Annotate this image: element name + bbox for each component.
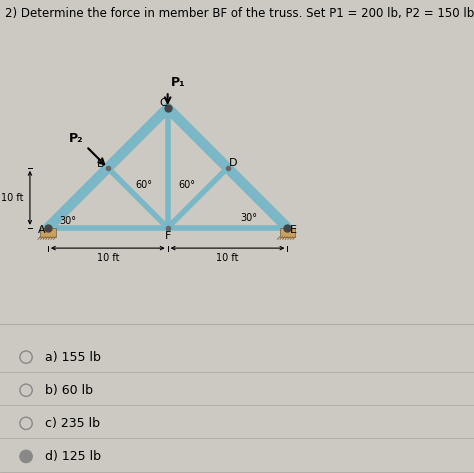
Text: A: A	[38, 225, 46, 235]
Bar	[280, 228, 295, 237]
Text: 30°: 30°	[60, 216, 77, 226]
Text: 60°: 60°	[135, 180, 152, 190]
Text: D: D	[229, 158, 238, 168]
Text: B: B	[97, 159, 104, 169]
Text: P₂: P₂	[69, 132, 84, 145]
Text: c) 235 lb: c) 235 lb	[45, 417, 100, 430]
Text: C: C	[159, 98, 167, 108]
Text: P₁: P₁	[171, 76, 186, 89]
Text: 60°: 60°	[178, 180, 195, 190]
Text: 10 ft: 10 ft	[1, 193, 24, 203]
Bar	[40, 228, 55, 237]
Text: E: E	[290, 225, 297, 235]
Text: 30°: 30°	[241, 213, 257, 223]
Text: 10 ft: 10 ft	[97, 253, 119, 263]
Text: 10 ft: 10 ft	[216, 253, 239, 263]
Text: b) 60 lb: b) 60 lb	[45, 384, 93, 397]
Text: 2) Determine the force in member BF of the truss. Set P1 = 200 lb, P2 = 150 lb.: 2) Determine the force in member BF of t…	[5, 7, 474, 20]
Text: a) 155 lb: a) 155 lb	[45, 350, 101, 364]
Text: d) 125 lb: d) 125 lb	[45, 450, 101, 463]
Text: F: F	[164, 231, 171, 241]
